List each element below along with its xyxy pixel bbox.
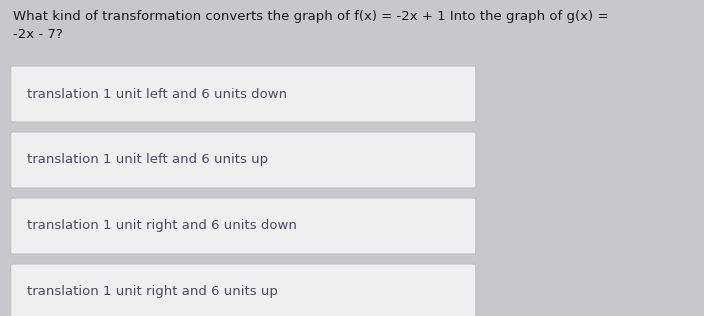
FancyBboxPatch shape: [11, 66, 476, 122]
Text: -2x - 7?: -2x - 7?: [13, 28, 63, 41]
Text: translation 1 unit left and 6 units up: translation 1 unit left and 6 units up: [27, 154, 268, 167]
FancyBboxPatch shape: [11, 264, 476, 316]
Text: translation 1 unit right and 6 units down: translation 1 unit right and 6 units dow…: [27, 220, 296, 233]
FancyBboxPatch shape: [11, 132, 476, 188]
FancyBboxPatch shape: [11, 198, 476, 254]
Text: What kind of transformation converts the graph of f(x) = -2x + 1 Into the graph : What kind of transformation converts the…: [13, 10, 608, 23]
Text: translation 1 unit left and 6 units down: translation 1 unit left and 6 units down: [27, 88, 287, 100]
Text: translation 1 unit right and 6 units up: translation 1 unit right and 6 units up: [27, 285, 277, 299]
